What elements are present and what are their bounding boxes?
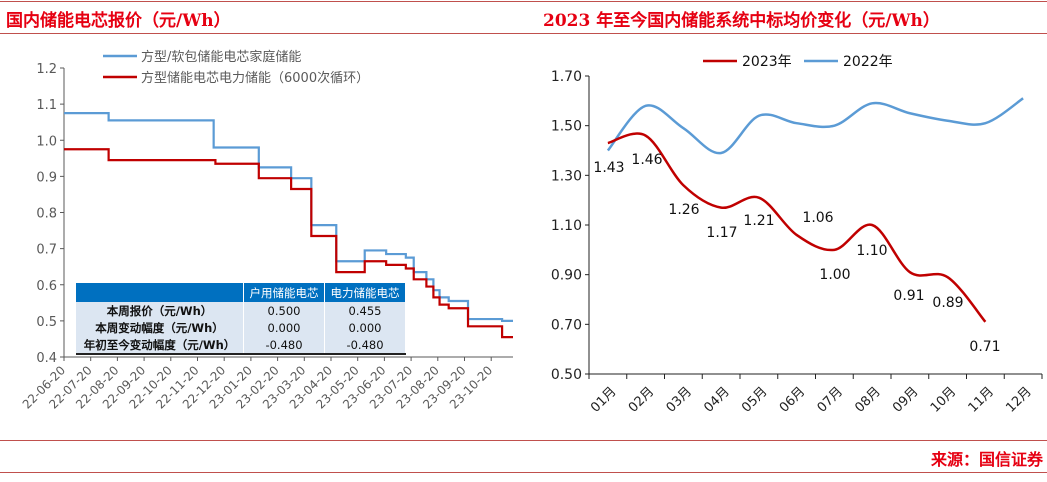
table-cell: 0.500	[243, 302, 325, 319]
y-tick-label: 1.2	[36, 62, 57, 77]
data-label: 1.46	[631, 152, 662, 168]
y-tick-label: 0.6	[36, 279, 57, 294]
y-tick-label: 0.7	[36, 243, 57, 258]
top-rule	[0, 1, 1047, 2]
table-header-cell: 户用储能电芯	[243, 283, 325, 302]
data-label: 1.43	[593, 160, 624, 176]
legend-label: 方型储能电芯电力储能（6000次循环）	[141, 70, 369, 86]
right-chart-title: 2023 年至今国内储能系统中标均价变化（元/Wh）	[543, 11, 940, 31]
x-tick-label: 11月	[966, 384, 997, 415]
table-cell: 0.455	[324, 302, 406, 319]
y-tick-label: 1.0	[36, 134, 57, 149]
series-line-power-storage	[64, 148, 513, 339]
table-row-label: 年初至今变动幅度（元/Wh）	[76, 336, 244, 355]
x-tick-label: 04月	[701, 384, 732, 415]
x-tick-label: 03月	[664, 384, 695, 415]
data-label: 1.21	[743, 213, 774, 229]
x-tick-label: 01月	[588, 384, 619, 415]
table-row: 本周报价（元/Wh） 0.500 0.455	[76, 302, 406, 319]
x-tick-label: 05月	[739, 384, 770, 415]
data-label: 0.89	[932, 295, 963, 311]
table-cell: 0.000	[243, 319, 325, 336]
footer-rule-bottom	[0, 472, 1047, 473]
y-tick-label: 1.1	[36, 98, 57, 113]
y-tick-label: 0.9	[36, 170, 57, 185]
data-label: 1.10	[856, 243, 887, 259]
title-rule	[0, 33, 1047, 34]
data-label: 1.00	[819, 267, 850, 283]
y-tick-label: 0.5	[36, 315, 57, 330]
table-row-label: 本周变动幅度（元/Wh）	[76, 319, 244, 336]
x-tick-label: 10月	[928, 384, 959, 415]
data-label: 0.71	[969, 339, 1000, 355]
y-tick-label: 1.50	[551, 119, 582, 135]
y-tick-label: 0.90	[551, 268, 582, 284]
table-cell: 0.000	[324, 319, 406, 336]
y-tick-label: 1.30	[551, 168, 582, 184]
table-row: 年初至今变动幅度（元/Wh） -0.480 -0.480	[76, 336, 406, 355]
data-label: 1.26	[668, 202, 699, 218]
y-tick-label: 1.10	[551, 218, 582, 234]
table-cell: -0.480	[243, 336, 325, 355]
table-header-cell	[76, 283, 244, 302]
legend-label: 2023年	[742, 54, 792, 70]
table-row-label: 本周报价（元/Wh）	[76, 302, 244, 319]
series-line-home-storage	[64, 112, 513, 322]
x-tick-label: 07月	[815, 384, 846, 415]
y-tick-label: 0.4	[36, 351, 57, 366]
series-line-2022	[606, 97, 1024, 155]
x-tick-label: 09月	[890, 384, 921, 415]
x-tick-label: 06月	[777, 384, 808, 415]
y-tick-label: 1.70	[551, 69, 582, 85]
legend-label: 2022年	[843, 54, 893, 70]
y-tick-label: 0.70	[551, 317, 582, 333]
data-label: 1.06	[802, 210, 833, 226]
data-label: 1.17	[706, 225, 737, 241]
table-cell: -0.480	[324, 336, 406, 355]
source-note: 来源：国信证券	[930, 450, 1043, 469]
series-line-2023	[607, 132, 987, 323]
table-row: 本周变动幅度（元/Wh） 0.000 0.000	[76, 319, 406, 336]
price-summary-table: 户用储能电芯 电力储能电芯 本周报价（元/Wh） 0.500 0.455 本周变…	[76, 283, 406, 355]
x-tick-label: 12月	[1003, 384, 1034, 415]
legend-label: 方型/软包储能电芯家庭储能	[141, 49, 301, 65]
x-tick-label: 08月	[852, 384, 883, 415]
y-tick-label: 0.8	[36, 207, 57, 222]
left-chart-title: 国内储能电芯报价（元/Wh）	[6, 11, 231, 31]
y-tick-label: 0.50	[551, 367, 582, 383]
data-label: 0.91	[893, 288, 924, 304]
x-tick-label: 02月	[626, 384, 657, 415]
table-header-cell: 电力储能电芯	[324, 283, 406, 302]
table-header-row: 户用储能电芯 电力储能电芯	[76, 283, 406, 302]
footer-rule-top	[0, 440, 1047, 441]
